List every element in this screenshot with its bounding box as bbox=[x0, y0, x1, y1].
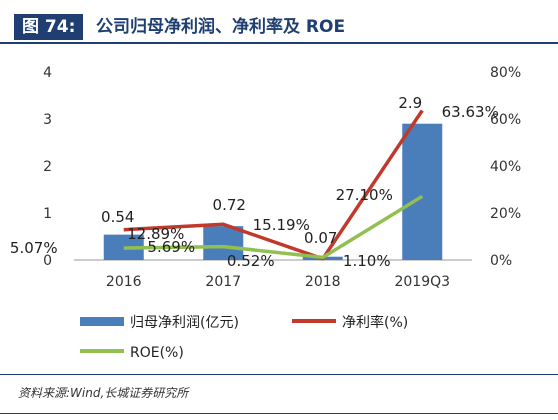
left-tick-label: 4 bbox=[43, 65, 52, 81]
legend-label: 净利率(%) bbox=[342, 314, 408, 331]
figure-header: 图 74: 公司归母净利润、净利率及 ROE bbox=[0, 0, 558, 44]
roe-label: 5.69% bbox=[147, 238, 195, 256]
legend-swatch-bar bbox=[80, 317, 124, 326]
net-margin-line bbox=[123, 109, 424, 261]
x-tick-label: 2019Q3 bbox=[394, 274, 450, 290]
net-margin-label: 15.19% bbox=[253, 216, 310, 234]
bar-label: 0.54 bbox=[101, 208, 134, 226]
roe-label: 5.07% bbox=[10, 239, 58, 257]
title-rule bbox=[0, 42, 558, 44]
source-note: 资料来源:Wind,长城证券研究所 bbox=[18, 386, 189, 400]
roe-line bbox=[123, 194, 424, 260]
right-tick-label: 0% bbox=[490, 253, 512, 269]
net-margin-label: 0.52% bbox=[227, 252, 275, 270]
figure-title: 公司归母净利润、净利率及 ROE bbox=[96, 17, 346, 37]
net-margin-label: 12.89% bbox=[127, 225, 184, 243]
source-divider bbox=[0, 374, 558, 375]
roe-label: 1.10% bbox=[343, 252, 391, 270]
left-tick-label: 3 bbox=[43, 112, 52, 128]
bottom-divider bbox=[0, 413, 558, 414]
net-margin-label: 63.63% bbox=[442, 103, 499, 121]
x-tick-label: 2018 bbox=[305, 274, 341, 290]
x-tick-label: 2016 bbox=[106, 274, 142, 290]
right-tick-label: 20% bbox=[490, 206, 521, 222]
left-tick-label: 2 bbox=[43, 159, 52, 175]
figure-label: 图 74: bbox=[14, 14, 84, 40]
bar-label: 0.07 bbox=[304, 229, 337, 247]
bar-label: 2.9 bbox=[398, 94, 422, 112]
x-tick-label: 2017 bbox=[205, 274, 241, 290]
legend-label: ROE(%) bbox=[130, 345, 184, 361]
right-tick-label: 80% bbox=[490, 65, 521, 81]
bar-2019Q3 bbox=[402, 123, 443, 260]
roe-label: 27.10% bbox=[336, 186, 393, 204]
right-tick-label: 60% bbox=[490, 112, 521, 128]
left-tick-label: 1 bbox=[43, 206, 52, 222]
left-tick-label: 0 bbox=[43, 253, 52, 269]
bar-label: 0.72 bbox=[213, 196, 246, 214]
bar-2017 bbox=[203, 226, 244, 260]
legend-label: 归母净利润(亿元) bbox=[130, 314, 239, 331]
right-tick-label: 40% bbox=[490, 159, 521, 175]
